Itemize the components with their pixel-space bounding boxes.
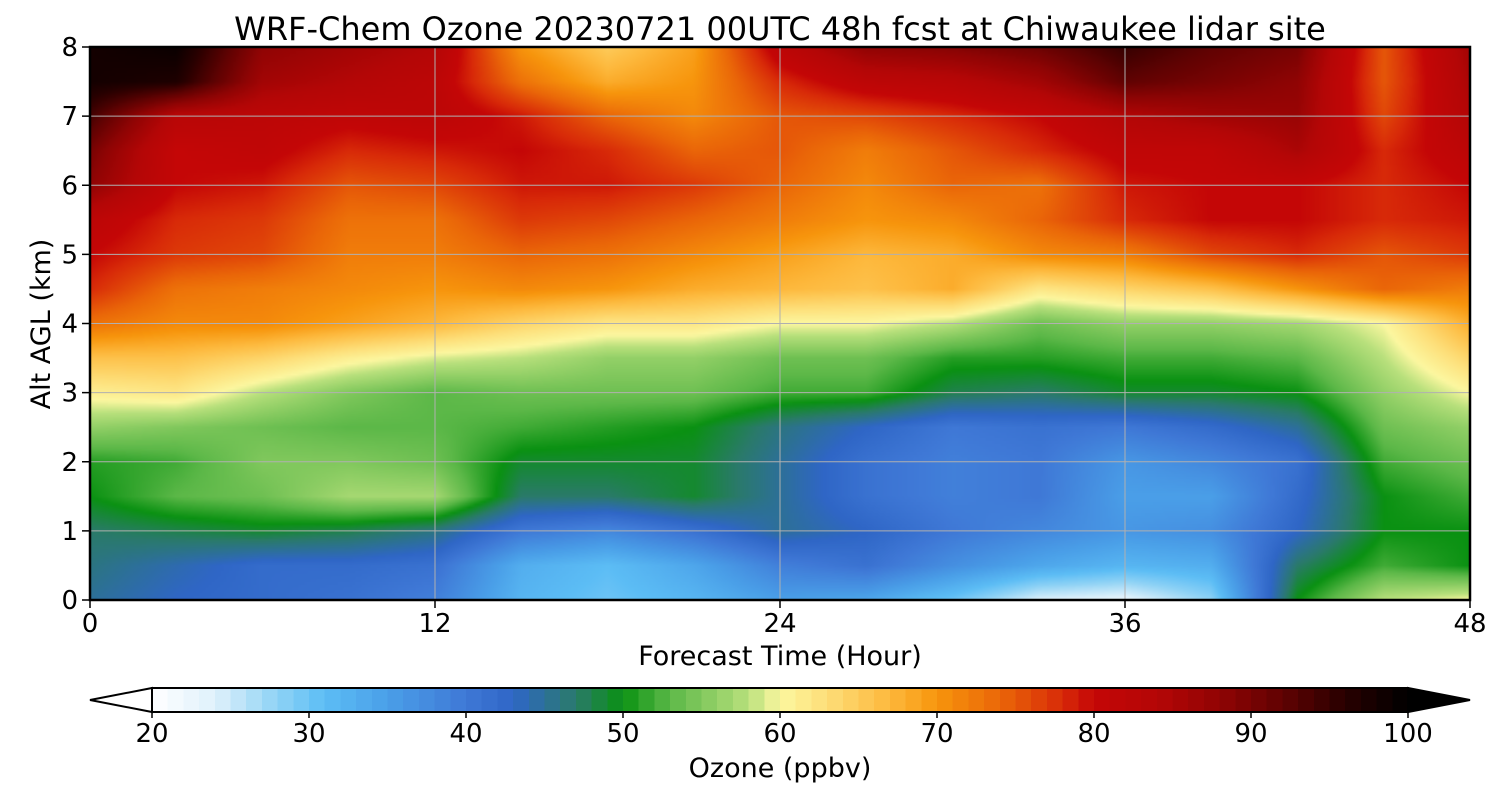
y-axis-label: Alt AGL (km) xyxy=(26,239,57,410)
colorbar-tick-label: 30 xyxy=(292,719,325,749)
colorbar-high-extension xyxy=(1407,686,1471,714)
colorbar-tick-label: 100 xyxy=(1383,719,1433,749)
grid-lines xyxy=(90,47,1470,600)
chart-title: WRF-Chem Ozone 20230721 00UTC 48h fcst a… xyxy=(234,10,1326,48)
colorbar-label: Ozone (ppbv) xyxy=(689,753,872,784)
colorbar-low-extension xyxy=(89,686,153,714)
x-axis: 0 12 24 36 48 xyxy=(82,600,1487,639)
colorbar-tick-label: 50 xyxy=(606,719,639,749)
colorbar-tick-label: 20 xyxy=(135,719,168,749)
colorbar xyxy=(152,688,1408,712)
x-tick-label: 36 xyxy=(1108,609,1141,639)
x-tick-label: 12 xyxy=(418,609,451,639)
y-tick-label: 1 xyxy=(61,517,78,547)
x-tick-label: 48 xyxy=(1453,609,1486,639)
colorbar-tick-label: 60 xyxy=(763,719,796,749)
colorbar-ticks: 20 30 40 50 60 70 80 90 100 xyxy=(135,712,1433,749)
x-tick-label: 24 xyxy=(763,609,796,639)
colorbar-tick-label: 90 xyxy=(1234,719,1267,749)
y-tick-label: 3 xyxy=(61,379,78,409)
y-tick-label: 7 xyxy=(61,102,78,132)
y-axis: 0 1 2 3 4 5 6 7 8 xyxy=(61,33,90,616)
colorbar-tick-label: 40 xyxy=(449,719,482,749)
colorbar-tick-label: 70 xyxy=(920,719,953,749)
y-tick-label: 5 xyxy=(61,240,78,270)
colorbar-tick-label: 80 xyxy=(1077,719,1110,749)
y-tick-label: 6 xyxy=(61,171,78,201)
y-tick-label: 8 xyxy=(61,33,78,63)
y-tick-label: 2 xyxy=(61,448,78,478)
y-tick-label: 0 xyxy=(61,586,78,616)
y-tick-label: 4 xyxy=(61,310,78,340)
x-axis-label: Forecast Time (Hour) xyxy=(638,641,922,672)
x-tick-label: 0 xyxy=(82,609,99,639)
